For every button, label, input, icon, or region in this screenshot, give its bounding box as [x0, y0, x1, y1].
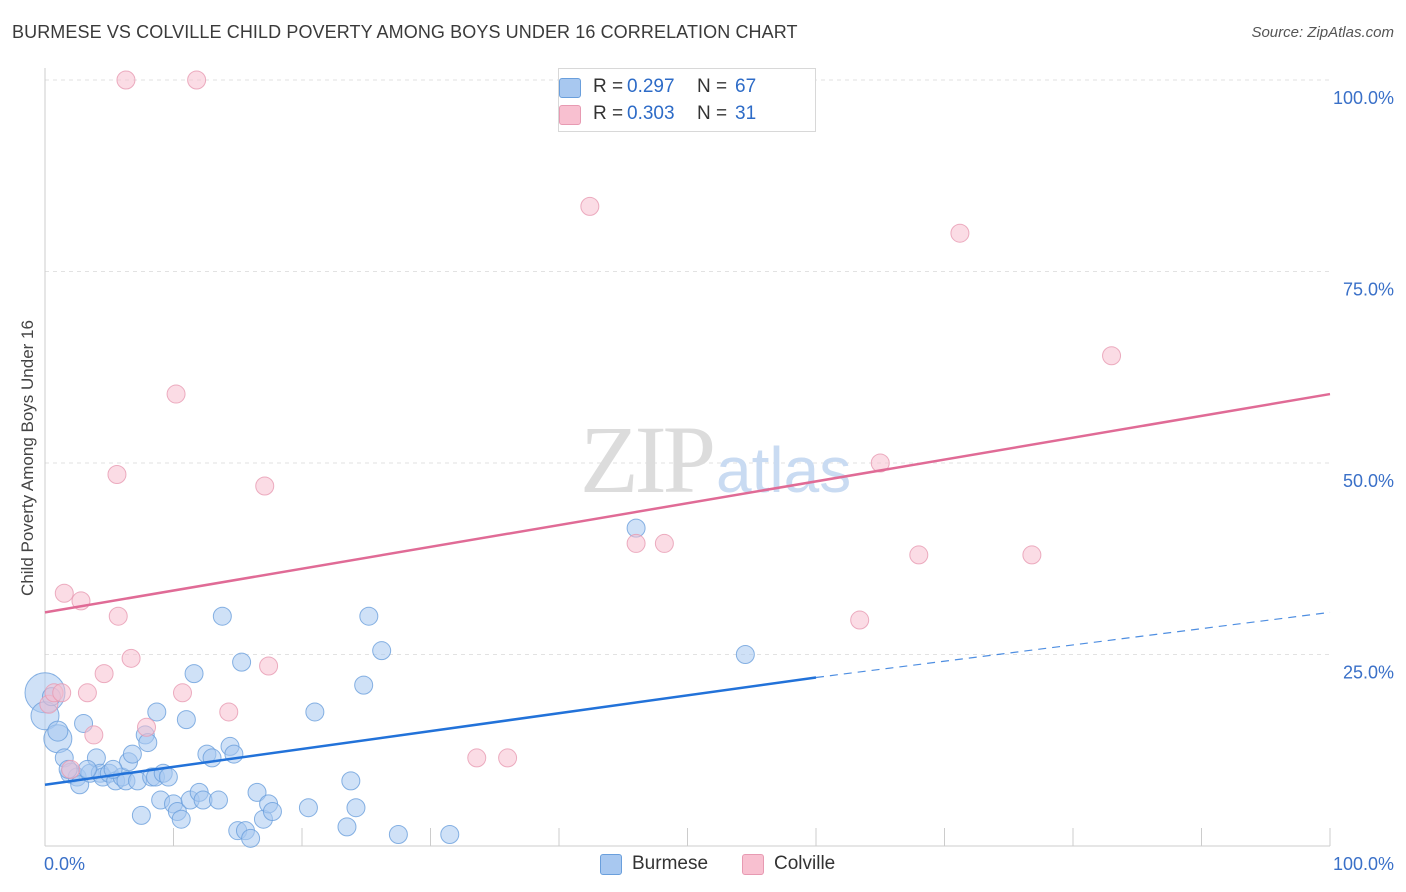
y-tick-label-50: 50.0%	[1343, 471, 1394, 491]
burmese-swatch	[559, 78, 581, 98]
colville-point	[467, 748, 487, 768]
burmese-point	[241, 828, 261, 848]
burmese-point	[735, 645, 755, 664]
burmese-point	[176, 710, 196, 730]
r-label: R =	[593, 103, 624, 124]
colville-point	[107, 464, 127, 484]
burmese-point	[131, 805, 151, 825]
burmese-point	[354, 675, 374, 695]
colville-r-value: 0.303	[627, 103, 675, 124]
burmese-point	[122, 744, 142, 764]
r-label: R =	[593, 76, 624, 97]
colville-point	[61, 759, 81, 779]
colville-point	[52, 683, 72, 703]
x-tick-label-0: 0.0%	[44, 854, 85, 874]
colville-point	[870, 453, 890, 473]
colville-point	[498, 748, 518, 768]
burmese-legend-swatch	[600, 853, 622, 875]
burmese-point	[171, 809, 191, 829]
colville-point	[850, 610, 870, 630]
burmese-trend-line	[44, 676, 817, 786]
colville-point	[950, 223, 970, 243]
burmese-n-value: 67	[735, 76, 757, 97]
burmese-point	[388, 825, 408, 845]
legend-item-burmese[interactable]: Burmese	[600, 852, 708, 876]
burmese-point	[77, 759, 97, 779]
burmese-point	[247, 782, 267, 802]
colville-point	[654, 533, 674, 553]
colville-point	[116, 70, 136, 90]
colville-point	[121, 648, 141, 668]
n-label: N =	[697, 76, 728, 97]
burmese-point	[337, 817, 357, 837]
colville-point	[94, 664, 114, 684]
legend-row-colville: R = 0.303 N = 31	[559, 102, 757, 126]
burmese-point	[147, 702, 167, 722]
colville-point	[187, 70, 207, 90]
burmese-point	[158, 767, 178, 787]
burmese-point	[298, 798, 318, 818]
y-tick-label-100: 100.0%	[1333, 88, 1394, 108]
y-tick-label-25: 25.0%	[1343, 663, 1394, 683]
burmese-point	[208, 790, 228, 810]
burmese-point	[232, 652, 252, 672]
colville-point	[84, 725, 104, 745]
colville-point	[580, 196, 600, 216]
colville-legend-swatch	[742, 853, 764, 875]
legend-row-burmese: R = 0.297 N = 67	[559, 75, 757, 99]
chart-title: BURMESE VS COLVILLE CHILD POVERTY AMONG …	[12, 22, 798, 42]
colville-point	[219, 702, 239, 722]
burmese-point	[184, 664, 204, 684]
burmese-r-value: 0.297	[627, 76, 675, 97]
colville-point	[137, 717, 157, 737]
colville-point	[626, 533, 646, 553]
colville-point	[166, 384, 186, 404]
burmese-trend-extension	[815, 611, 1331, 679]
colville-point	[1022, 545, 1042, 565]
x-tick-label-100: 100.0%	[1333, 854, 1394, 874]
burmese-point	[359, 606, 379, 626]
colville-point	[259, 656, 279, 676]
colville-point	[255, 476, 275, 496]
colville-point	[1102, 346, 1122, 366]
burmese-point	[346, 798, 366, 818]
colville-legend-label: Colville	[774, 853, 836, 874]
colville-point	[77, 683, 97, 703]
burmese-point	[47, 720, 69, 742]
burmese-point	[305, 702, 325, 722]
burmese-legend-label: Burmese	[632, 853, 709, 874]
colville-point	[909, 545, 929, 565]
legend-stats: R = 0.297 N = 67 R = 0.303 N = 31	[558, 68, 816, 132]
colville-swatch	[559, 105, 581, 125]
y-tick-label-75: 75.0%	[1343, 280, 1394, 300]
legend-item-colville[interactable]: Colville	[742, 852, 835, 876]
n-label: N =	[697, 103, 728, 124]
burmese-point	[341, 771, 361, 791]
colville-n-value: 31	[735, 103, 757, 124]
burmese-point	[202, 748, 222, 768]
watermark-zip: ZIP	[580, 406, 713, 513]
colville-point	[54, 583, 74, 603]
burmese-point	[372, 641, 392, 661]
colville-point	[172, 683, 192, 703]
burmese-point	[212, 606, 232, 626]
colville-trend-line	[44, 392, 1331, 614]
burmese-point	[262, 802, 282, 822]
colville-point	[108, 606, 128, 626]
burmese-point	[440, 825, 460, 845]
source-label: Source: ZipAtlas.com	[1251, 24, 1394, 41]
